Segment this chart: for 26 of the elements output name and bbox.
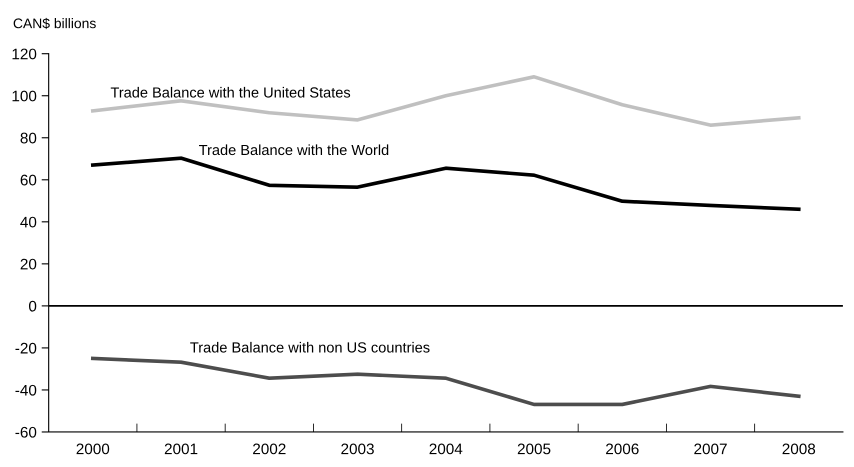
y-tick-label: 0 <box>28 300 36 312</box>
x-tick-label: 2005 <box>518 443 550 454</box>
line-series <box>90 75 801 127</box>
y-tick-label: 60 <box>20 174 36 186</box>
series-label: Trade Balance with the World <box>199 144 388 156</box>
x-tick-label: 2001 <box>164 443 198 454</box>
y-tick-label: 100 <box>12 90 36 102</box>
x-tick-label: 2008 <box>782 443 816 454</box>
y-tick-label: 20 <box>20 258 36 270</box>
series-label: Trade Balance with non US countries <box>190 342 430 353</box>
y-tick-label: 120 <box>12 48 36 60</box>
series-label: Trade Balance with the United States <box>110 86 350 98</box>
y-tick-label: -20 <box>15 342 36 354</box>
line-series <box>90 356 801 406</box>
x-tick-label: 2007 <box>694 443 727 454</box>
x-tick-label: 2002 <box>253 443 286 454</box>
y-tick-label: -40 <box>15 384 36 396</box>
y-tick-label: -60 <box>15 426 36 438</box>
x-tick-label: 2004 <box>430 443 462 454</box>
x-tick-label: 2006 <box>606 443 639 454</box>
x-tick-label: 2003 <box>341 443 374 454</box>
y-tick-label: 80 <box>20 132 36 144</box>
x-tick-label: 2000 <box>76 443 110 454</box>
y-axis-title: CAN$ billions <box>14 18 96 30</box>
y-tick-label: 40 <box>20 216 36 228</box>
line-series <box>90 156 801 212</box>
